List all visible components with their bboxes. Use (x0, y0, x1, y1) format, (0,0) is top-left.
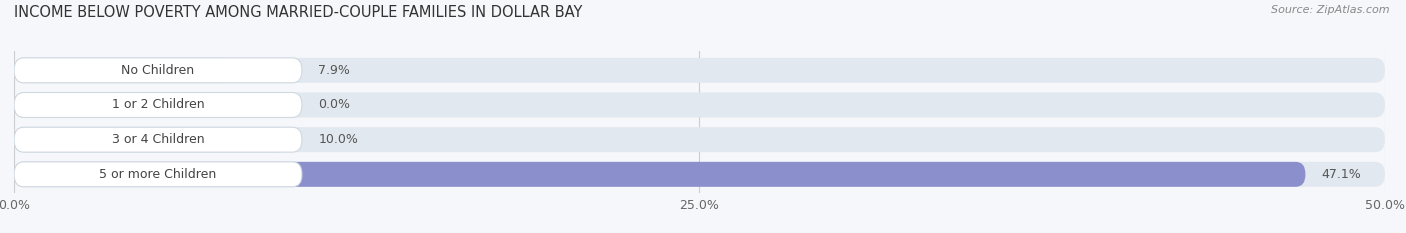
FancyBboxPatch shape (14, 127, 288, 152)
Text: INCOME BELOW POVERTY AMONG MARRIED-COUPLE FAMILIES IN DOLLAR BAY: INCOME BELOW POVERTY AMONG MARRIED-COUPL… (14, 5, 582, 20)
Text: 1 or 2 Children: 1 or 2 Children (111, 99, 204, 112)
Text: 3 or 4 Children: 3 or 4 Children (111, 133, 204, 146)
FancyBboxPatch shape (14, 162, 302, 187)
Text: 10.0%: 10.0% (318, 133, 359, 146)
FancyBboxPatch shape (14, 127, 302, 152)
FancyBboxPatch shape (14, 93, 1385, 117)
FancyBboxPatch shape (14, 93, 69, 117)
FancyBboxPatch shape (14, 127, 1385, 152)
Text: Source: ZipAtlas.com: Source: ZipAtlas.com (1271, 5, 1389, 15)
FancyBboxPatch shape (14, 162, 1385, 187)
Text: No Children: No Children (121, 64, 194, 77)
FancyBboxPatch shape (14, 162, 1305, 187)
Text: 0.0%: 0.0% (318, 99, 350, 112)
FancyBboxPatch shape (14, 58, 231, 83)
Text: 5 or more Children: 5 or more Children (100, 168, 217, 181)
FancyBboxPatch shape (14, 93, 302, 117)
FancyBboxPatch shape (14, 58, 302, 83)
Text: 47.1%: 47.1% (1322, 168, 1361, 181)
FancyBboxPatch shape (14, 58, 1385, 83)
Text: 7.9%: 7.9% (318, 64, 350, 77)
